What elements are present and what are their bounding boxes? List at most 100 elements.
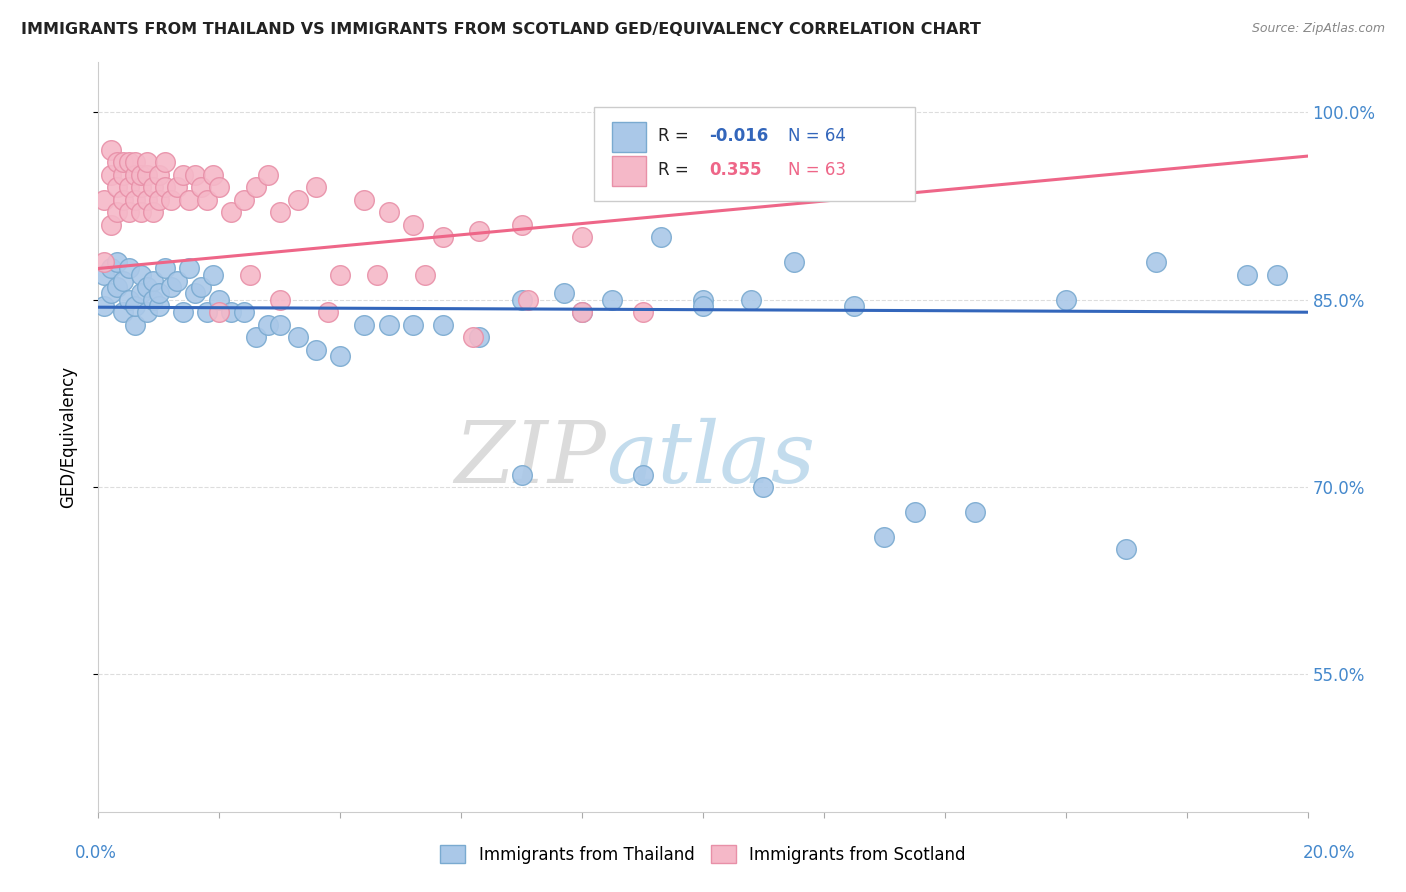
Point xyxy=(142,293,165,307)
Point xyxy=(510,293,533,307)
Point xyxy=(105,255,128,269)
Point xyxy=(202,168,225,182)
Point xyxy=(232,305,254,319)
Y-axis label: GED/Equivalency: GED/Equivalency xyxy=(59,366,77,508)
Point xyxy=(129,286,152,301)
Point xyxy=(111,168,134,182)
Point xyxy=(602,293,624,307)
Point xyxy=(195,193,218,207)
Point xyxy=(468,224,491,238)
Point xyxy=(100,143,122,157)
Point xyxy=(135,168,157,182)
Point xyxy=(402,318,425,332)
Point xyxy=(93,193,115,207)
Point xyxy=(571,305,593,319)
Point xyxy=(124,193,146,207)
Point xyxy=(160,193,183,207)
Point xyxy=(353,318,375,332)
Text: N = 64: N = 64 xyxy=(787,127,845,145)
Point xyxy=(202,268,225,282)
Point xyxy=(172,305,194,319)
Point xyxy=(190,280,212,294)
FancyBboxPatch shape xyxy=(595,107,915,201)
Text: N = 63: N = 63 xyxy=(787,161,845,178)
Point xyxy=(148,193,170,207)
Point xyxy=(844,299,866,313)
Point xyxy=(239,268,262,282)
Point xyxy=(111,274,134,288)
Point xyxy=(124,318,146,332)
Point xyxy=(256,168,278,182)
FancyBboxPatch shape xyxy=(613,156,647,186)
Point xyxy=(366,268,388,282)
Point xyxy=(692,299,714,313)
Point xyxy=(142,274,165,288)
Point xyxy=(510,218,533,232)
Point xyxy=(105,180,128,194)
Text: Source: ZipAtlas.com: Source: ZipAtlas.com xyxy=(1251,22,1385,36)
Point xyxy=(305,343,328,357)
Text: 0.355: 0.355 xyxy=(709,161,762,178)
Point xyxy=(1115,542,1137,557)
Point xyxy=(269,318,291,332)
Text: R =: R = xyxy=(658,127,695,145)
Point xyxy=(468,330,491,344)
Point xyxy=(377,205,399,219)
Point xyxy=(135,280,157,294)
Point xyxy=(245,180,267,194)
Point xyxy=(1267,268,1289,282)
Point xyxy=(100,261,122,276)
Text: 0.0%: 0.0% xyxy=(75,844,117,862)
Point xyxy=(153,155,176,169)
Point xyxy=(287,193,309,207)
Point xyxy=(179,193,201,207)
Point xyxy=(105,280,128,294)
Point xyxy=(256,318,278,332)
Point xyxy=(904,505,927,519)
Point xyxy=(184,286,207,301)
Point xyxy=(571,230,593,244)
Point xyxy=(118,155,141,169)
Point xyxy=(1054,293,1077,307)
FancyBboxPatch shape xyxy=(613,122,647,153)
Point xyxy=(129,205,152,219)
Point xyxy=(305,180,328,194)
Point xyxy=(111,155,134,169)
Point xyxy=(208,305,231,319)
Point xyxy=(463,330,485,344)
Point xyxy=(783,255,806,269)
Point xyxy=(124,155,146,169)
Point xyxy=(269,205,291,219)
Point xyxy=(172,168,194,182)
Point xyxy=(100,168,122,182)
Text: atlas: atlas xyxy=(606,418,815,501)
Point xyxy=(184,168,207,182)
Legend: Immigrants from Thailand, Immigrants from Scotland: Immigrants from Thailand, Immigrants fro… xyxy=(433,838,973,871)
Point xyxy=(100,218,122,232)
Point xyxy=(413,268,436,282)
Point xyxy=(752,480,775,494)
Point xyxy=(631,305,654,319)
Point xyxy=(148,299,170,313)
Point xyxy=(148,286,170,301)
Point xyxy=(965,505,987,519)
Point xyxy=(129,168,152,182)
Text: IMMIGRANTS FROM THAILAND VS IMMIGRANTS FROM SCOTLAND GED/EQUIVALENCY CORRELATION: IMMIGRANTS FROM THAILAND VS IMMIGRANTS F… xyxy=(21,22,981,37)
Point xyxy=(377,318,399,332)
Text: -0.016: -0.016 xyxy=(709,127,768,145)
Point xyxy=(166,180,188,194)
Point xyxy=(100,286,122,301)
Point xyxy=(1144,255,1167,269)
Point xyxy=(93,299,115,313)
Point xyxy=(179,261,201,276)
Point xyxy=(740,293,762,307)
Point xyxy=(571,305,593,319)
Point xyxy=(329,268,352,282)
Point xyxy=(118,293,141,307)
Point xyxy=(316,305,339,319)
Point xyxy=(287,330,309,344)
Point xyxy=(129,268,152,282)
Point xyxy=(166,274,188,288)
Point xyxy=(153,180,176,194)
Text: 20.0%: 20.0% xyxy=(1302,844,1355,862)
